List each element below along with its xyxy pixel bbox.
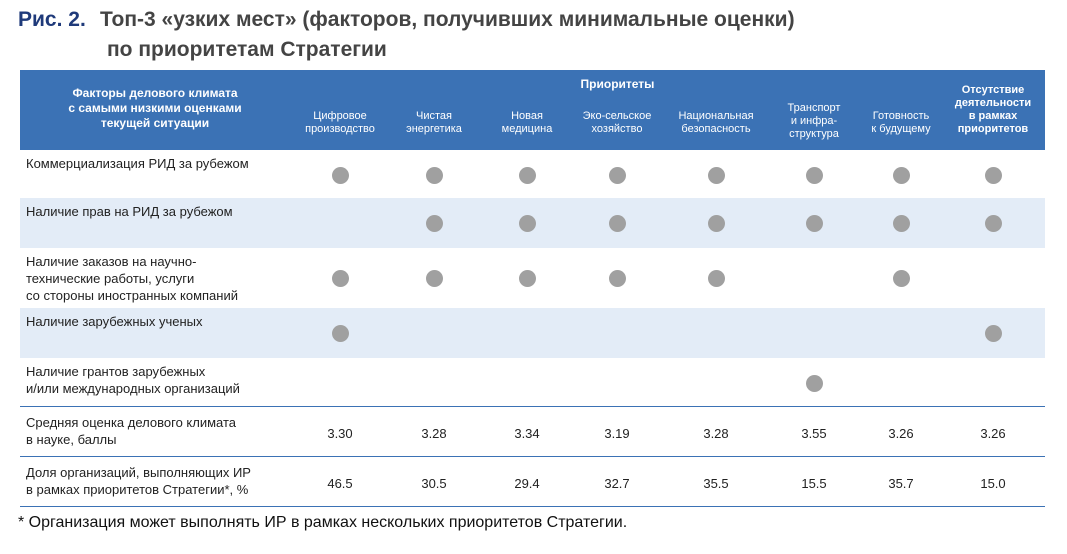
- cell-value: 3.19: [604, 426, 630, 441]
- cell-value: 30.5: [421, 476, 447, 491]
- column-header: Эко-сельское хозяйство: [582, 110, 652, 135]
- column-header: Готовность к будущему: [871, 110, 931, 135]
- title: по приоритетам Стратегии: [107, 38, 387, 61]
- cell-value: 3.26: [980, 426, 1006, 441]
- dot: [985, 215, 1002, 232]
- factor-header: Факторы делового климата с самыми низким…: [68, 86, 242, 130]
- dot: [708, 167, 725, 184]
- dot: [609, 167, 626, 184]
- dot: [332, 325, 349, 342]
- column-header: Транспорт и инфра- структура: [787, 102, 841, 140]
- row-rule: [20, 456, 1045, 457]
- dot: [426, 215, 443, 232]
- cell-value: 35.7: [888, 476, 914, 491]
- row-label: Наличие прав на РИД за рубежом: [26, 204, 233, 219]
- cell-value: 3.34: [514, 426, 540, 441]
- row-label: Наличие зарубежных ученых: [26, 314, 203, 329]
- title: Топ-3 «узких мест» (факторов, получивших…: [100, 8, 795, 31]
- cell-value: 15.5: [801, 476, 827, 491]
- row-label: Наличие заказов на научно- технические р…: [26, 254, 238, 303]
- cell-value: 3.28: [421, 426, 447, 441]
- dot: [806, 375, 823, 392]
- dot: [519, 167, 536, 184]
- dot: [893, 215, 910, 232]
- group-header: Приоритеты: [580, 77, 655, 91]
- cell-value: 3.26: [888, 426, 914, 441]
- column-header: Отсутствие деятельности в рамках приорит…: [954, 84, 1032, 135]
- footnote: * Организация может выполнять ИР в рамка…: [18, 514, 628, 531]
- row-rule: [20, 406, 1045, 407]
- dot: [985, 167, 1002, 184]
- cell-value: 35.5: [703, 476, 729, 491]
- column-header: Новая медицина: [501, 110, 553, 135]
- row-label: Доля организаций, выполняющих ИР в рамка…: [26, 465, 251, 497]
- header-band: [20, 70, 1045, 150]
- cell-value: 46.5: [327, 476, 353, 491]
- dot: [426, 270, 443, 287]
- column-header: Национальная безопасность: [678, 110, 754, 135]
- dot: [893, 270, 910, 287]
- row-rule: [20, 506, 1045, 507]
- row-label: Средняя оценка делового климата в науке,…: [26, 415, 237, 447]
- cell-value: 3.55: [801, 426, 827, 441]
- dot: [985, 325, 1002, 342]
- cell-value: 29.4: [514, 476, 540, 491]
- cell-value: 15.0: [980, 476, 1006, 491]
- dot: [708, 270, 725, 287]
- dot: [609, 270, 626, 287]
- cell-value: 3.28: [703, 426, 729, 441]
- row-label: Коммерциализация РИД за рубежом: [26, 156, 249, 171]
- dot: [806, 215, 823, 232]
- cell-value: 32.7: [604, 476, 630, 491]
- dot: [806, 167, 823, 184]
- dot: [332, 270, 349, 287]
- column-header: Чистая энергетика: [406, 110, 462, 135]
- dot: [609, 215, 626, 232]
- dot: [426, 167, 443, 184]
- dot: [332, 167, 349, 184]
- row-band: [20, 308, 1045, 358]
- cell-value: 3.30: [327, 426, 353, 441]
- column-header: Цифровое производство: [305, 110, 375, 135]
- row-label: Наличие грантов зарубежных и/или междуна…: [26, 364, 240, 396]
- dot: [708, 215, 725, 232]
- dot: [519, 270, 536, 287]
- dot: [893, 167, 910, 184]
- figure-label: Рис. 2.: [18, 8, 86, 31]
- dot: [519, 215, 536, 232]
